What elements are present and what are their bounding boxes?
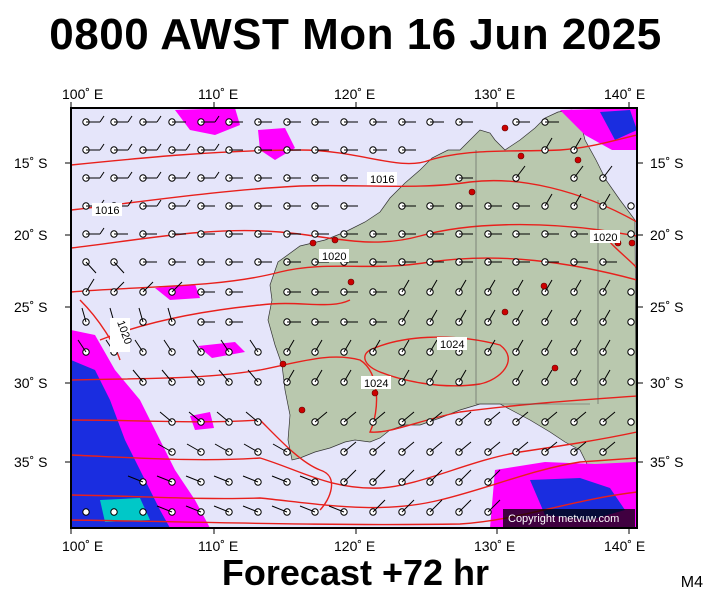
lon-label-top-140: 140˚ E	[604, 86, 645, 102]
isobar-label-1016-b: 1016	[367, 172, 397, 186]
svg-text:1020: 1020	[322, 251, 346, 263]
lon-label-bottom-100: 100˚ E	[62, 538, 103, 554]
lon-label-bottom-110: 110˚ E	[198, 538, 238, 554]
lon-label-top-130: 130˚ E	[474, 86, 515, 102]
isobar-lines	[71, 134, 637, 526]
lat-label-left-20: 20˚ S	[14, 227, 47, 243]
forecast-hour-caption: Forecast +72 hr	[221, 552, 490, 593]
model-code: M4	[680, 574, 703, 591]
axis-ticks	[65, 102, 643, 534]
wind-barbs	[77, 115, 635, 516]
lat-label-right-35: 35˚ S	[650, 454, 683, 470]
lat-label-right-15: 15˚ S	[650, 155, 683, 171]
station-markers	[279, 124, 636, 414]
lat-label-left-25: 25˚ S	[14, 299, 47, 315]
lon-label-top-100: 100˚ E	[62, 86, 103, 102]
isobar-label-1020-b: 1020	[110, 318, 134, 352]
isobar-label-1024-b: 1024	[361, 376, 391, 390]
lon-label-top-110: 110˚ E	[198, 86, 238, 102]
lat-label-right-20: 20˚ S	[650, 227, 683, 243]
svg-text:1016: 1016	[95, 205, 119, 217]
map-frame	[70, 107, 638, 529]
svg-text:1016: 1016	[370, 174, 394, 186]
lat-label-right-30: 30˚ S	[650, 375, 683, 391]
lon-label-bottom-140: 140˚ E	[604, 538, 645, 554]
lat-label-right-25: 25˚ S	[650, 299, 683, 315]
lon-label-bottom-130: 130˚ E	[474, 538, 515, 554]
lat-label-left-35: 35˚ S	[14, 454, 47, 470]
isobar-label-1024-a: 1024	[437, 337, 467, 351]
svg-text:1024: 1024	[364, 378, 388, 390]
forecast-title: 0800 AWST Mon 16 Jun 2025	[49, 10, 662, 59]
svg-text:1024: 1024	[440, 339, 464, 351]
svg-text:Copyright metvuw.com: Copyright metvuw.com	[508, 513, 619, 525]
lon-label-bottom-120: 120˚ E	[334, 538, 375, 554]
copyright-badge: Copyright metvuw.com	[503, 509, 635, 527]
lon-label-top-120: 120˚ E	[334, 86, 375, 102]
svg-text:1020: 1020	[593, 232, 617, 244]
lat-label-left-15: 15˚ S	[14, 155, 47, 171]
isobar-label-1020-c: 1020	[590, 230, 620, 244]
isobar-label-1016-a: 1016	[92, 203, 122, 217]
isobar-label-1020-a: 1020	[319, 249, 349, 263]
lat-label-left-30: 30˚ S	[14, 375, 47, 391]
